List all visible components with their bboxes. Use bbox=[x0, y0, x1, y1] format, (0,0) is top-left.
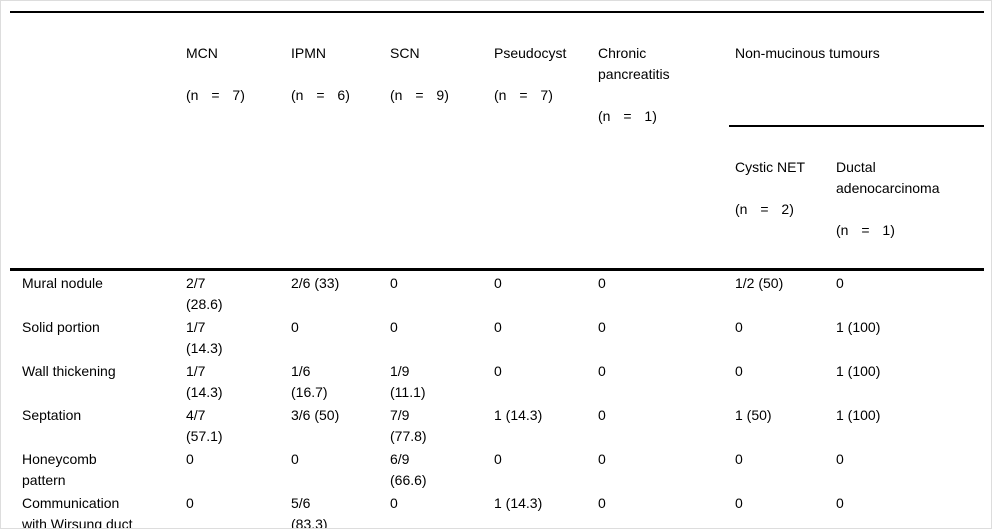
column-header-mcn: MCN (n = 7) bbox=[180, 12, 285, 270]
table-cell: 2/7 (28.6) bbox=[186, 275, 223, 312]
table-cell: 7/9 (77.8) bbox=[390, 407, 427, 444]
column-title: Pseudocyst bbox=[494, 45, 567, 61]
table-cell: 1/7 (14.3) bbox=[186, 319, 223, 356]
table-cell: 0 bbox=[598, 319, 606, 335]
table-cell: 0 bbox=[390, 319, 398, 335]
row-label: Solid portion bbox=[22, 319, 100, 335]
table-row-honeycomb-pattern: Honeycomb pattern 0 0 6/9 (66.6) 0 0 0 0 bbox=[10, 447, 984, 491]
table-cell: 1 (100) bbox=[836, 363, 881, 379]
table-cell: 1/7 (14.3) bbox=[186, 363, 223, 400]
column-n-count: (n = 6) bbox=[291, 87, 350, 103]
column-n-count: (n = 1) bbox=[836, 222, 895, 238]
table-cell: 0 bbox=[390, 495, 398, 511]
column-header-cystic-net: Cystic NET (n = 2) bbox=[729, 126, 830, 270]
column-title: Cystic NET bbox=[735, 159, 805, 175]
table-cell: 1 (100) bbox=[836, 407, 881, 423]
table-cell: 1/9 (11.1) bbox=[390, 363, 426, 400]
table-body: Mural nodule 2/7 (28.6) 2/6 (33) 0 0 0 1… bbox=[10, 270, 984, 529]
table-cell: 0 bbox=[390, 275, 398, 291]
header-row-sub: Cystic NET (n = 2) Ductal adenocarcinoma… bbox=[10, 126, 984, 270]
table-cell: 0 bbox=[494, 451, 502, 467]
table-cell: 1 (14.3) bbox=[494, 407, 543, 423]
column-header-pseudocyst: Pseudocyst (n = 7) bbox=[488, 12, 592, 270]
column-n-count: (n = 1) bbox=[598, 108, 657, 124]
table-cell: 0 bbox=[735, 363, 743, 379]
table-cell: 6/9 (66.6) bbox=[390, 451, 427, 488]
row-label: Mural nodule bbox=[22, 275, 103, 291]
table-cell: 0 bbox=[494, 275, 502, 291]
table-cell: 0 bbox=[735, 319, 743, 335]
table-cell: 1 (100) bbox=[836, 319, 881, 335]
row-label: Honeycomb pattern bbox=[22, 451, 97, 488]
table-cell: 0 bbox=[291, 451, 299, 467]
column-group-title: Non-mucinous tumours bbox=[735, 45, 880, 61]
column-header-ipmn: IPMN (n = 6) bbox=[285, 12, 384, 270]
table-cell: 0 bbox=[598, 407, 606, 423]
row-label: Communication with Wirsung duct bbox=[22, 495, 133, 529]
header-row-top: MCN (n = 7) IPMN (n = 6) SCN (n = 9) Pse… bbox=[10, 12, 985, 127]
table-cell: 0 bbox=[598, 495, 606, 511]
table-row-communication-with-wirsung-duct: Communication with Wirsung duct 0 5/6 (8… bbox=[10, 491, 984, 529]
table-cell: 0 bbox=[836, 495, 844, 511]
table-cell: 1/2 (50) bbox=[735, 275, 784, 291]
row-label: Wall thickening bbox=[22, 363, 116, 379]
table-cell: 0 bbox=[598, 275, 606, 291]
table-cell: 0 bbox=[291, 319, 299, 335]
column-title: SCN bbox=[390, 45, 420, 61]
column-group-non-mucinous-tumours: Non-mucinous tumours bbox=[729, 12, 985, 127]
table-cell: 1/6 (16.7) bbox=[291, 363, 328, 400]
column-n-count: (n = 9) bbox=[390, 87, 449, 103]
table-cell: 0 bbox=[598, 363, 606, 379]
table-cell: 5/6 (83.3) bbox=[291, 495, 328, 529]
column-title: Ductal adenocarcinoma bbox=[836, 159, 940, 196]
table-cell: 0 bbox=[735, 495, 743, 511]
table-cell: 1 (50) bbox=[735, 407, 772, 423]
table-cell: 0 bbox=[836, 451, 844, 467]
table-cell: 0 bbox=[836, 275, 844, 291]
corner-cell bbox=[10, 12, 180, 270]
column-n-count: (n = 7) bbox=[494, 87, 553, 103]
table-header: MCN (n = 7) IPMN (n = 6) SCN (n = 9) Pse… bbox=[10, 12, 985, 270]
column-header-ductal-adenocarcinoma: Ductal adenocarcinoma (n = 1) bbox=[830, 126, 984, 270]
table-cell: 0 bbox=[735, 451, 743, 467]
radiology-findings-table: MCN (n = 7) IPMN (n = 6) SCN (n = 9) Pse… bbox=[10, 11, 985, 529]
table-row-wall-thickening: Wall thickening 1/7 (14.3) 1/6 (16.7) 1/… bbox=[10, 359, 984, 403]
column-title: IPMN bbox=[291, 45, 326, 61]
table-cell: 4/7 (57.1) bbox=[186, 407, 223, 444]
table-cell: 0 bbox=[186, 451, 194, 467]
table-cell: 3/6 (50) bbox=[291, 407, 340, 423]
column-header-chronic-pancreatitis: Chronic pancreatitis (n = 1) bbox=[592, 12, 729, 270]
table-cell: 0 bbox=[494, 319, 502, 335]
table-cell: 0 bbox=[494, 363, 502, 379]
column-title: Chronic pancreatitis bbox=[598, 45, 670, 82]
column-n-count: (n = 2) bbox=[735, 201, 794, 217]
table-cell: 0 bbox=[598, 451, 606, 467]
table-row-solid-portion: Solid portion 1/7 (14.3) 0 0 0 0 0 1 (10… bbox=[10, 315, 984, 359]
table-row-septation: Septation 4/7 (57.1) 3/6 (50) 7/9 (77.8)… bbox=[10, 403, 984, 447]
column-header-scn: SCN (n = 9) bbox=[384, 12, 488, 270]
table-row-mural-nodule: Mural nodule 2/7 (28.6) 2/6 (33) 0 0 0 1… bbox=[10, 270, 984, 316]
table-cell: 2/6 (33) bbox=[291, 275, 340, 291]
table-cell: 1 (14.3) bbox=[494, 495, 543, 511]
row-label: Septation bbox=[22, 407, 82, 423]
column-title: MCN bbox=[186, 45, 218, 61]
table-cell: 0 bbox=[186, 495, 194, 511]
column-n-count: (n = 7) bbox=[186, 87, 245, 103]
